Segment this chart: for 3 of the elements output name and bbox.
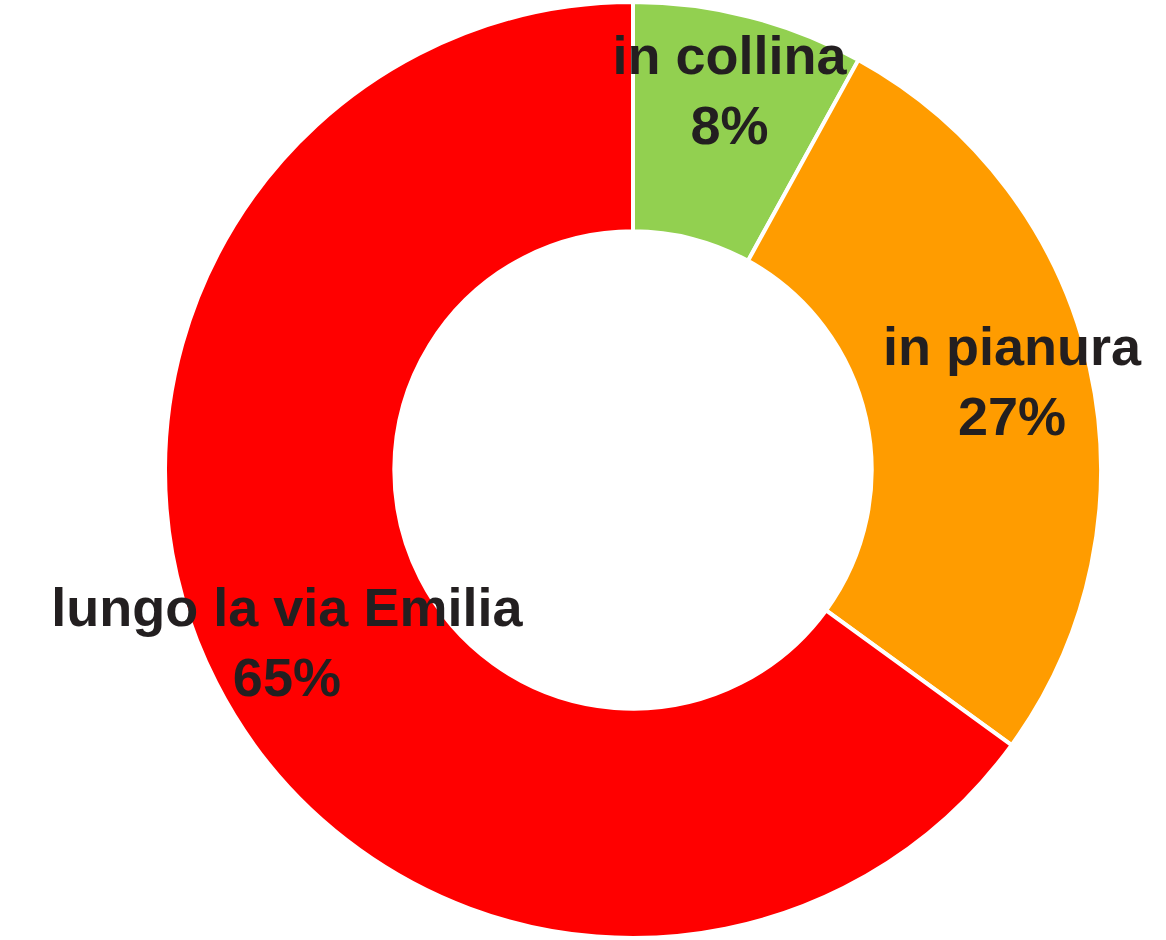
data-label: 27% [958,386,1067,447]
data-label: 65% [232,647,341,708]
data-label: 8% [690,94,769,155]
